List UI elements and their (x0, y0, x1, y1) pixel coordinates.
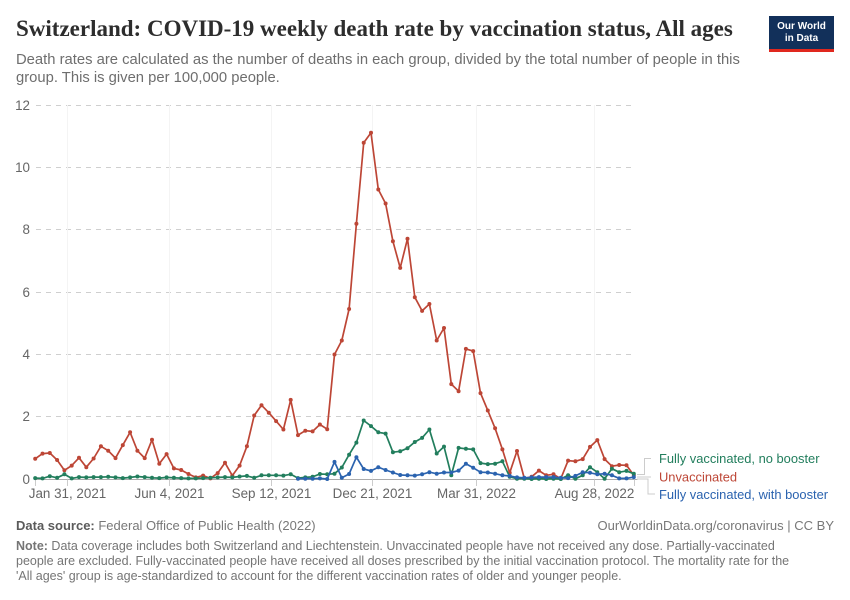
svg-text:0: 0 (23, 472, 30, 487)
svg-text:Aug 28, 2022: Aug 28, 2022 (555, 486, 635, 501)
svg-text:8: 8 (23, 222, 30, 237)
svg-text:Fully vaccinated, with booster: Fully vaccinated, with booster (659, 487, 829, 502)
svg-text:4: 4 (23, 347, 31, 362)
svg-text:Fully vaccinated, no booster: Fully vaccinated, no booster (659, 451, 820, 466)
svg-text:6: 6 (23, 285, 30, 300)
svg-text:Sep 12, 2021: Sep 12, 2021 (232, 486, 312, 501)
svg-text:Mar 31, 2022: Mar 31, 2022 (437, 486, 516, 501)
svg-text:Unvaccinated: Unvaccinated (659, 470, 737, 485)
svg-text:12: 12 (15, 98, 30, 113)
svg-text:Jun 4, 2021: Jun 4, 2021 (135, 486, 205, 501)
svg-text:2: 2 (23, 409, 30, 424)
svg-text:Jan 31, 2021: Jan 31, 2021 (29, 486, 106, 501)
svg-text:Dec 21, 2021: Dec 21, 2021 (333, 486, 413, 501)
svg-text:10: 10 (15, 160, 30, 175)
